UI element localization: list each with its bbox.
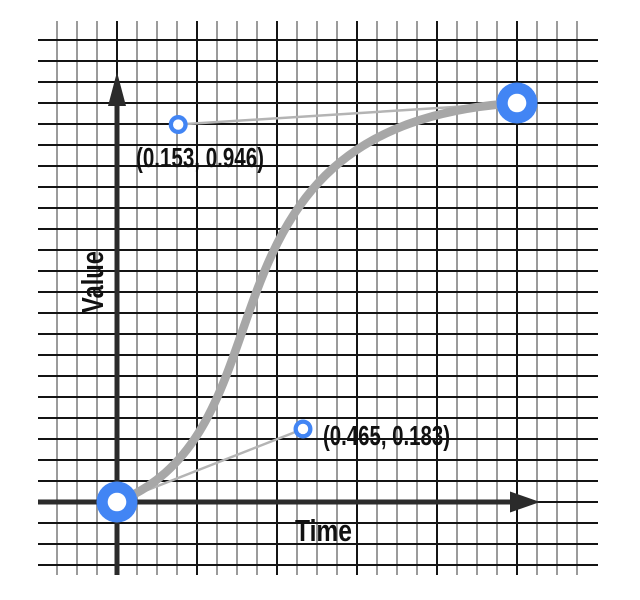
- x-axis-arrowhead-icon: [510, 491, 540, 513]
- grid: [38, 21, 598, 575]
- start-point-center: [107, 492, 127, 512]
- curve-layer: [115, 98, 518, 506]
- control2-handle-center: [173, 119, 184, 130]
- points-layer: [96, 82, 538, 523]
- end-point-center: [507, 93, 527, 113]
- bezier-curve: [115, 98, 518, 506]
- x-axis-label: Time: [295, 513, 352, 548]
- control2-coordinates-label: (0.153, 0.946): [136, 142, 264, 173]
- y-axis-label: Value: [75, 251, 110, 313]
- y-axis-arrowhead-icon: [108, 72, 126, 106]
- control1-handle-center: [297, 423, 309, 435]
- control1-coordinates-label: (0.465, 0.183): [323, 420, 450, 451]
